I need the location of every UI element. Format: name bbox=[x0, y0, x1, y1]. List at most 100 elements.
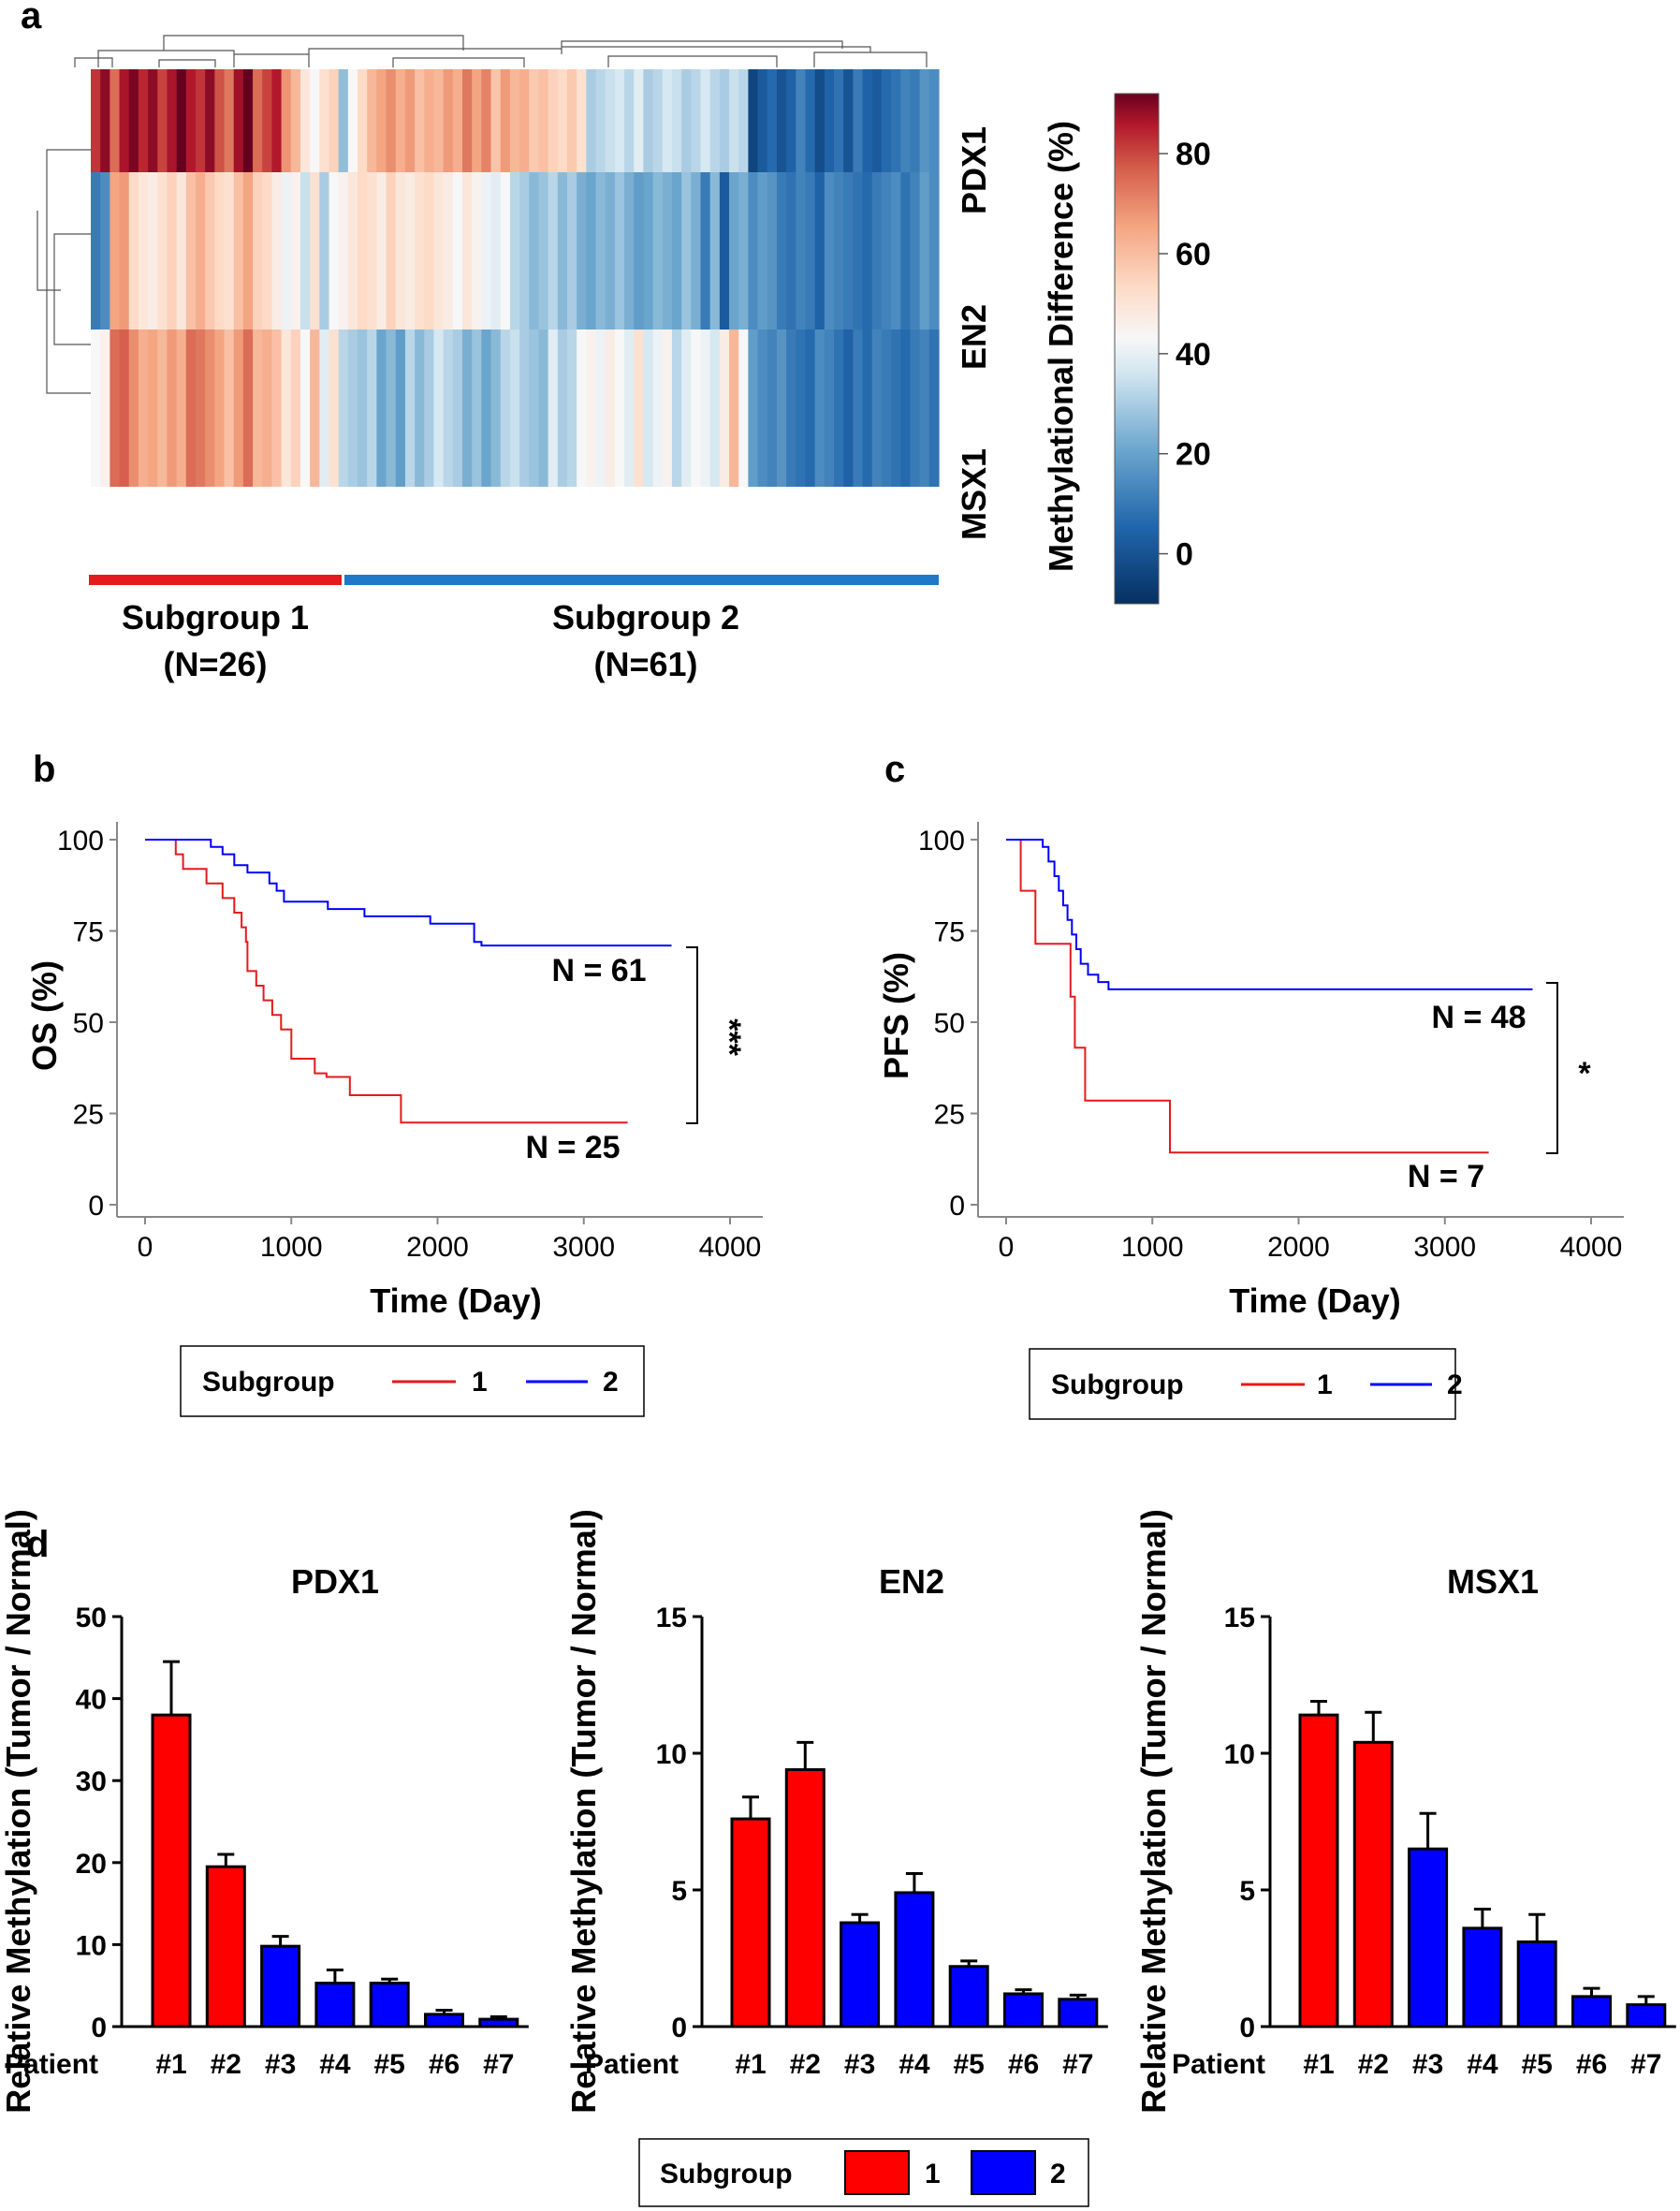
heatmap-cell bbox=[119, 69, 130, 172]
y-tick-label: 100 bbox=[918, 826, 965, 857]
heatmap-cell bbox=[424, 329, 435, 487]
bar-y-tick-label: 5 bbox=[1239, 1876, 1255, 1907]
bar-legend-swatch-2 bbox=[971, 2150, 1036, 2195]
heatmap-cell bbox=[729, 329, 739, 487]
os-legend-item-1: 1 bbox=[472, 1367, 488, 1398]
heatmap-cell bbox=[490, 69, 502, 172]
heatmap-cell bbox=[205, 329, 215, 487]
heatmap-cell bbox=[853, 329, 864, 487]
heatmap-cell bbox=[195, 69, 206, 172]
heatmap-cell bbox=[634, 172, 645, 329]
heatmap-cell bbox=[205, 69, 215, 172]
heatmap-cell bbox=[490, 172, 502, 329]
y-tick-label: 25 bbox=[73, 1100, 104, 1131]
bar-y-tick-label: 20 bbox=[76, 1849, 107, 1880]
bar-x-tick-label: #1 bbox=[735, 2049, 766, 2080]
x-tick-label: 4000 bbox=[1560, 1232, 1623, 1263]
heatmap-cell bbox=[577, 69, 587, 172]
heatmap-cell bbox=[919, 69, 930, 172]
heatmap-cell bbox=[481, 329, 492, 487]
heatmap-cell bbox=[796, 329, 807, 487]
heatmap-cell bbox=[757, 69, 768, 172]
bar-y-tick-label: 40 bbox=[76, 1685, 107, 1716]
bar-x-tick-label: #2 bbox=[211, 2049, 241, 2080]
heatmap-cell bbox=[614, 172, 625, 329]
subgroup2-n: (N=61) bbox=[593, 645, 697, 683]
heatmap-cell bbox=[805, 69, 816, 172]
heatmap-cell bbox=[299, 69, 311, 172]
heatmap-cell bbox=[433, 172, 445, 329]
heatmap-cell bbox=[500, 69, 511, 172]
y-tick-label: 25 bbox=[934, 1100, 965, 1131]
pfs-n-label-group2: N = 48 bbox=[1431, 1000, 1526, 1035]
heatmap-cell bbox=[624, 69, 635, 172]
heatmap-cell bbox=[376, 172, 387, 329]
heatmap-cell bbox=[614, 329, 625, 487]
pfs-axes bbox=[977, 822, 1624, 1218]
heatmap-cell bbox=[433, 69, 445, 172]
bars-pdx1: 0 10 20 30 40 50 #1 #2 #3 #4 #5 #6 #7 bbox=[76, 1603, 529, 2080]
heatmap-cell bbox=[776, 329, 787, 487]
heatmap-cell bbox=[577, 329, 587, 487]
heatmap-cell bbox=[814, 329, 825, 487]
km-curve-subgroup-1 bbox=[145, 839, 628, 1124]
heatmap-cell bbox=[738, 329, 749, 487]
heatmap-cell bbox=[614, 69, 625, 172]
heatmap-cell bbox=[148, 329, 158, 487]
heatmap-cell bbox=[786, 329, 796, 487]
heatmap-cell bbox=[490, 329, 502, 487]
heatmap-cell bbox=[386, 172, 397, 329]
heatmap-cell bbox=[776, 69, 787, 172]
heatmap-cell bbox=[605, 329, 616, 487]
bar-patient-1 bbox=[1298, 1713, 1339, 2028]
heatmap-cell bbox=[281, 329, 292, 487]
heatmap-cell bbox=[176, 329, 187, 487]
bar-y-tick-label: 10 bbox=[656, 1739, 687, 1770]
bar-patient-2 bbox=[784, 1768, 825, 2028]
heatmap-cell bbox=[595, 329, 606, 487]
heatmap-cell bbox=[271, 69, 283, 172]
heatmap-cell bbox=[452, 172, 463, 329]
heatmap-cell bbox=[329, 329, 340, 487]
heatmap-cell bbox=[529, 329, 540, 487]
heatmap-cell bbox=[805, 329, 816, 487]
heatmap-cell bbox=[253, 172, 263, 329]
heatmap-cell bbox=[233, 329, 244, 487]
heatmap-cell bbox=[290, 69, 301, 172]
bar-title-msx1: MSX1 bbox=[1447, 1562, 1539, 1601]
heatmap-cell bbox=[443, 69, 454, 172]
bars-en2: 0 5 10 15 #1 #2 #3 #4 #5 #6 #7 bbox=[656, 1603, 1108, 2080]
heatmap-cell bbox=[462, 69, 473, 172]
bar-ylabel-msx1: Relative Methylation (Tumor / Normal) bbox=[1134, 1509, 1173, 2113]
heatmap-cell bbox=[481, 172, 492, 329]
heatmap-cell bbox=[595, 172, 606, 329]
heatmap-cell bbox=[424, 69, 435, 172]
os-curves bbox=[145, 839, 672, 1124]
heatmap-cell bbox=[176, 69, 187, 172]
heatmap-cell bbox=[262, 329, 273, 487]
os-legend-title: Subgroup bbox=[202, 1367, 335, 1398]
heatmap-cell bbox=[310, 329, 320, 487]
os-significance-stars: *** bbox=[711, 1018, 747, 1056]
heatmap-cell bbox=[472, 172, 482, 329]
heatmap-cell bbox=[671, 329, 682, 487]
heatmap-cell bbox=[566, 172, 577, 329]
heatmap-cell bbox=[167, 172, 178, 329]
bar-y-tick-label: 10 bbox=[76, 1930, 107, 1961]
heatmap-cell bbox=[500, 172, 511, 329]
pfs-legend-item-2: 2 bbox=[1447, 1369, 1463, 1400]
heatmap-cell bbox=[519, 329, 530, 487]
bar-legend-item-2: 2 bbox=[1050, 2159, 1066, 2189]
heatmap-cell bbox=[843, 329, 854, 487]
bar-x-tick-label: #4 bbox=[898, 2049, 930, 2080]
heatmap-cell bbox=[395, 69, 406, 172]
heatmap-cell bbox=[786, 172, 796, 329]
heatmap-cell bbox=[404, 329, 416, 487]
heatmap-cell bbox=[928, 69, 940, 172]
heatmap-cell bbox=[519, 69, 530, 172]
km-curve-subgroup-1 bbox=[1006, 839, 1489, 1154]
bar-legend-title: Subgroup bbox=[660, 2159, 793, 2189]
heatmap-cell bbox=[700, 172, 711, 329]
bar-x-tick-label: #7 bbox=[1062, 2049, 1093, 2080]
heatmap-cell bbox=[910, 69, 921, 172]
